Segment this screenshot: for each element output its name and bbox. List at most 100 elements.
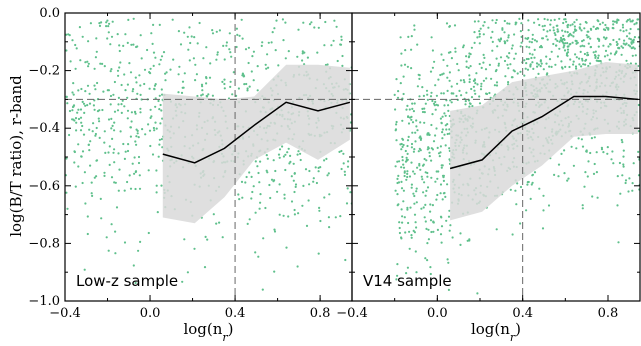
scatter-point bbox=[478, 35, 481, 38]
scatter-point bbox=[632, 162, 635, 165]
scatter-point bbox=[117, 152, 120, 155]
scatter-point bbox=[95, 175, 98, 178]
scatter-point bbox=[444, 124, 447, 127]
scatter-point bbox=[86, 60, 89, 63]
scatter-point bbox=[636, 18, 639, 21]
scatter-point bbox=[566, 24, 569, 27]
scatter-point bbox=[278, 213, 281, 216]
scatter-point bbox=[193, 247, 196, 250]
scatter-point bbox=[154, 105, 157, 108]
scatter-point bbox=[124, 33, 127, 36]
scatter-point bbox=[89, 22, 92, 25]
scatter-point bbox=[240, 18, 243, 21]
scatter-point bbox=[177, 73, 180, 76]
scatter-point bbox=[479, 88, 483, 91]
scatter-point bbox=[112, 151, 115, 154]
scatter-point bbox=[135, 128, 138, 131]
scatter-point bbox=[74, 43, 77, 47]
scatter-point bbox=[266, 171, 269, 174]
scatter-point bbox=[296, 55, 299, 58]
scatter-point bbox=[473, 89, 476, 92]
scatter-point bbox=[606, 146, 609, 149]
scatter-point bbox=[593, 54, 597, 57]
scatter-point bbox=[627, 44, 630, 47]
scatter-point bbox=[87, 143, 90, 146]
scatter-point bbox=[601, 21, 604, 24]
scatter-point bbox=[149, 108, 152, 111]
scatter-point bbox=[468, 74, 471, 77]
scatter-point bbox=[116, 109, 120, 112]
scatter-point bbox=[415, 125, 418, 128]
scatter-point bbox=[414, 140, 417, 143]
scatter-point bbox=[265, 154, 268, 157]
scatter-point bbox=[608, 58, 611, 61]
scatter-point bbox=[616, 175, 619, 178]
scatter-point bbox=[79, 116, 83, 119]
scatter-point bbox=[396, 193, 399, 196]
scatter-point bbox=[209, 62, 212, 65]
scatter-point bbox=[294, 183, 298, 186]
scatter-point bbox=[252, 79, 255, 82]
scatter-point bbox=[205, 94, 208, 98]
scatter-point bbox=[591, 195, 594, 198]
scatter-point bbox=[495, 81, 499, 84]
scatter-point bbox=[126, 96, 129, 99]
scatter-point bbox=[94, 56, 97, 59]
scatter-point bbox=[410, 234, 413, 237]
scatter-point bbox=[439, 183, 443, 186]
scatter-point bbox=[94, 88, 97, 91]
scatter-point bbox=[446, 258, 449, 261]
scatter-point bbox=[490, 77, 493, 80]
scatter-point bbox=[181, 280, 184, 283]
scatter-point bbox=[105, 21, 108, 24]
scatter-point bbox=[473, 30, 476, 34]
scatter-point bbox=[344, 258, 347, 262]
scatter-point bbox=[569, 24, 572, 27]
scatter-point bbox=[93, 67, 96, 70]
scatter-point bbox=[126, 117, 129, 120]
scatter-point bbox=[420, 137, 423, 140]
scatter-point bbox=[179, 43, 183, 46]
scatter-point bbox=[206, 238, 209, 241]
scatter-point bbox=[602, 28, 606, 31]
scatter-point bbox=[244, 181, 247, 184]
scatter-point bbox=[450, 57, 453, 60]
scatter-point bbox=[207, 93, 210, 96]
scatter-point bbox=[71, 91, 74, 94]
scatter-point bbox=[98, 120, 101, 123]
scatter-point bbox=[465, 60, 468, 63]
scatter-point bbox=[397, 203, 400, 206]
scatter-point bbox=[301, 50, 304, 53]
scatter-point bbox=[154, 97, 157, 100]
scatter-point bbox=[108, 22, 111, 25]
scatter-point bbox=[598, 38, 601, 41]
scatter-point bbox=[113, 129, 116, 132]
scatter-point bbox=[74, 185, 77, 188]
scatter-point bbox=[147, 231, 150, 235]
scatter-point bbox=[426, 175, 429, 178]
scatter-point bbox=[432, 102, 436, 105]
scatter-point bbox=[121, 99, 124, 102]
scatter-point bbox=[554, 38, 557, 41]
scatter-point bbox=[597, 56, 600, 60]
scatter-point bbox=[485, 77, 488, 80]
scatter-point bbox=[574, 39, 577, 42]
scatter-point bbox=[76, 111, 79, 114]
scatter-point bbox=[602, 151, 605, 154]
scatter-point bbox=[273, 230, 277, 233]
scatter-point bbox=[406, 172, 409, 175]
scatter-point bbox=[441, 137, 444, 140]
scatter-point bbox=[128, 174, 131, 177]
scatter-point bbox=[423, 157, 426, 161]
scatter-point bbox=[514, 23, 517, 26]
scatter-point bbox=[407, 35, 410, 39]
scatter-point bbox=[410, 161, 413, 164]
scatter-point bbox=[264, 63, 267, 66]
scatter-point bbox=[468, 78, 471, 81]
scatter-point bbox=[402, 166, 406, 169]
scatter-point bbox=[152, 64, 155, 67]
scatter-point bbox=[553, 173, 556, 176]
scatter-point bbox=[510, 47, 513, 50]
scatter-point bbox=[403, 174, 406, 178]
scatter-point bbox=[619, 192, 622, 195]
